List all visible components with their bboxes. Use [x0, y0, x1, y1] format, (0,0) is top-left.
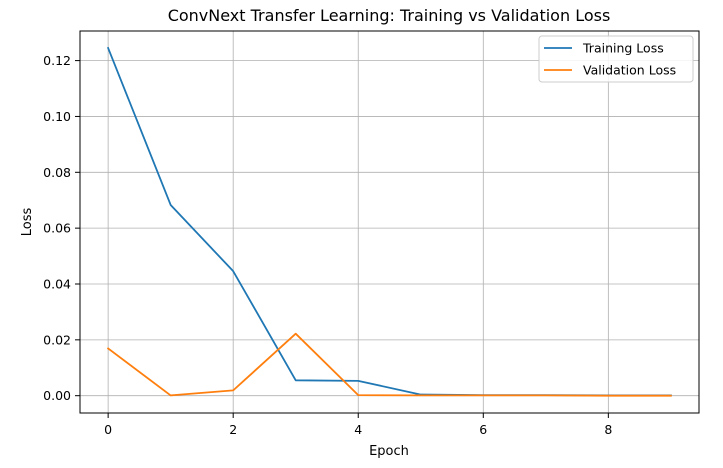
- y-tick-label: 0.02: [43, 332, 71, 347]
- y-tick-label: 0.12: [43, 53, 71, 68]
- chart-title: ConvNext Transfer Learning: Training vs …: [168, 6, 611, 25]
- y-axis-label: Loss: [20, 208, 35, 237]
- x-tick-label: 0: [104, 422, 112, 437]
- legend: Training Loss Validation Loss: [538, 35, 694, 83]
- legend-label-training-loss: Training Loss: [582, 41, 664, 56]
- grid-lines: [80, 31, 699, 413]
- y-tick-label: 0.04: [43, 276, 71, 291]
- x-tick-label: 2: [229, 422, 237, 437]
- y-axis-ticks: 0.00 0.02 0.04 0.06 0.08 0.10 0.12: [43, 53, 80, 403]
- plot-area-frame: [79, 30, 700, 414]
- validation-loss-line: [106, 332, 672, 397]
- y-tick-label: 0.08: [43, 165, 71, 180]
- y-tick-label: 0.06: [43, 221, 71, 236]
- series-lines: [106, 46, 672, 397]
- training-loss-line: [106, 46, 672, 397]
- x-tick-label: 4: [354, 422, 362, 437]
- x-axis-ticks: 0 2 4 6 8: [104, 413, 612, 437]
- legend-box: [538, 35, 694, 83]
- x-axis-label: Epoch: [369, 444, 409, 459]
- y-tick-label: 0.10: [43, 109, 71, 124]
- x-tick-label: 8: [604, 422, 612, 437]
- x-tick-label: 6: [479, 422, 487, 437]
- legend-label-validation-loss: Validation Loss: [583, 63, 676, 78]
- y-tick-label: 0.00: [43, 388, 71, 403]
